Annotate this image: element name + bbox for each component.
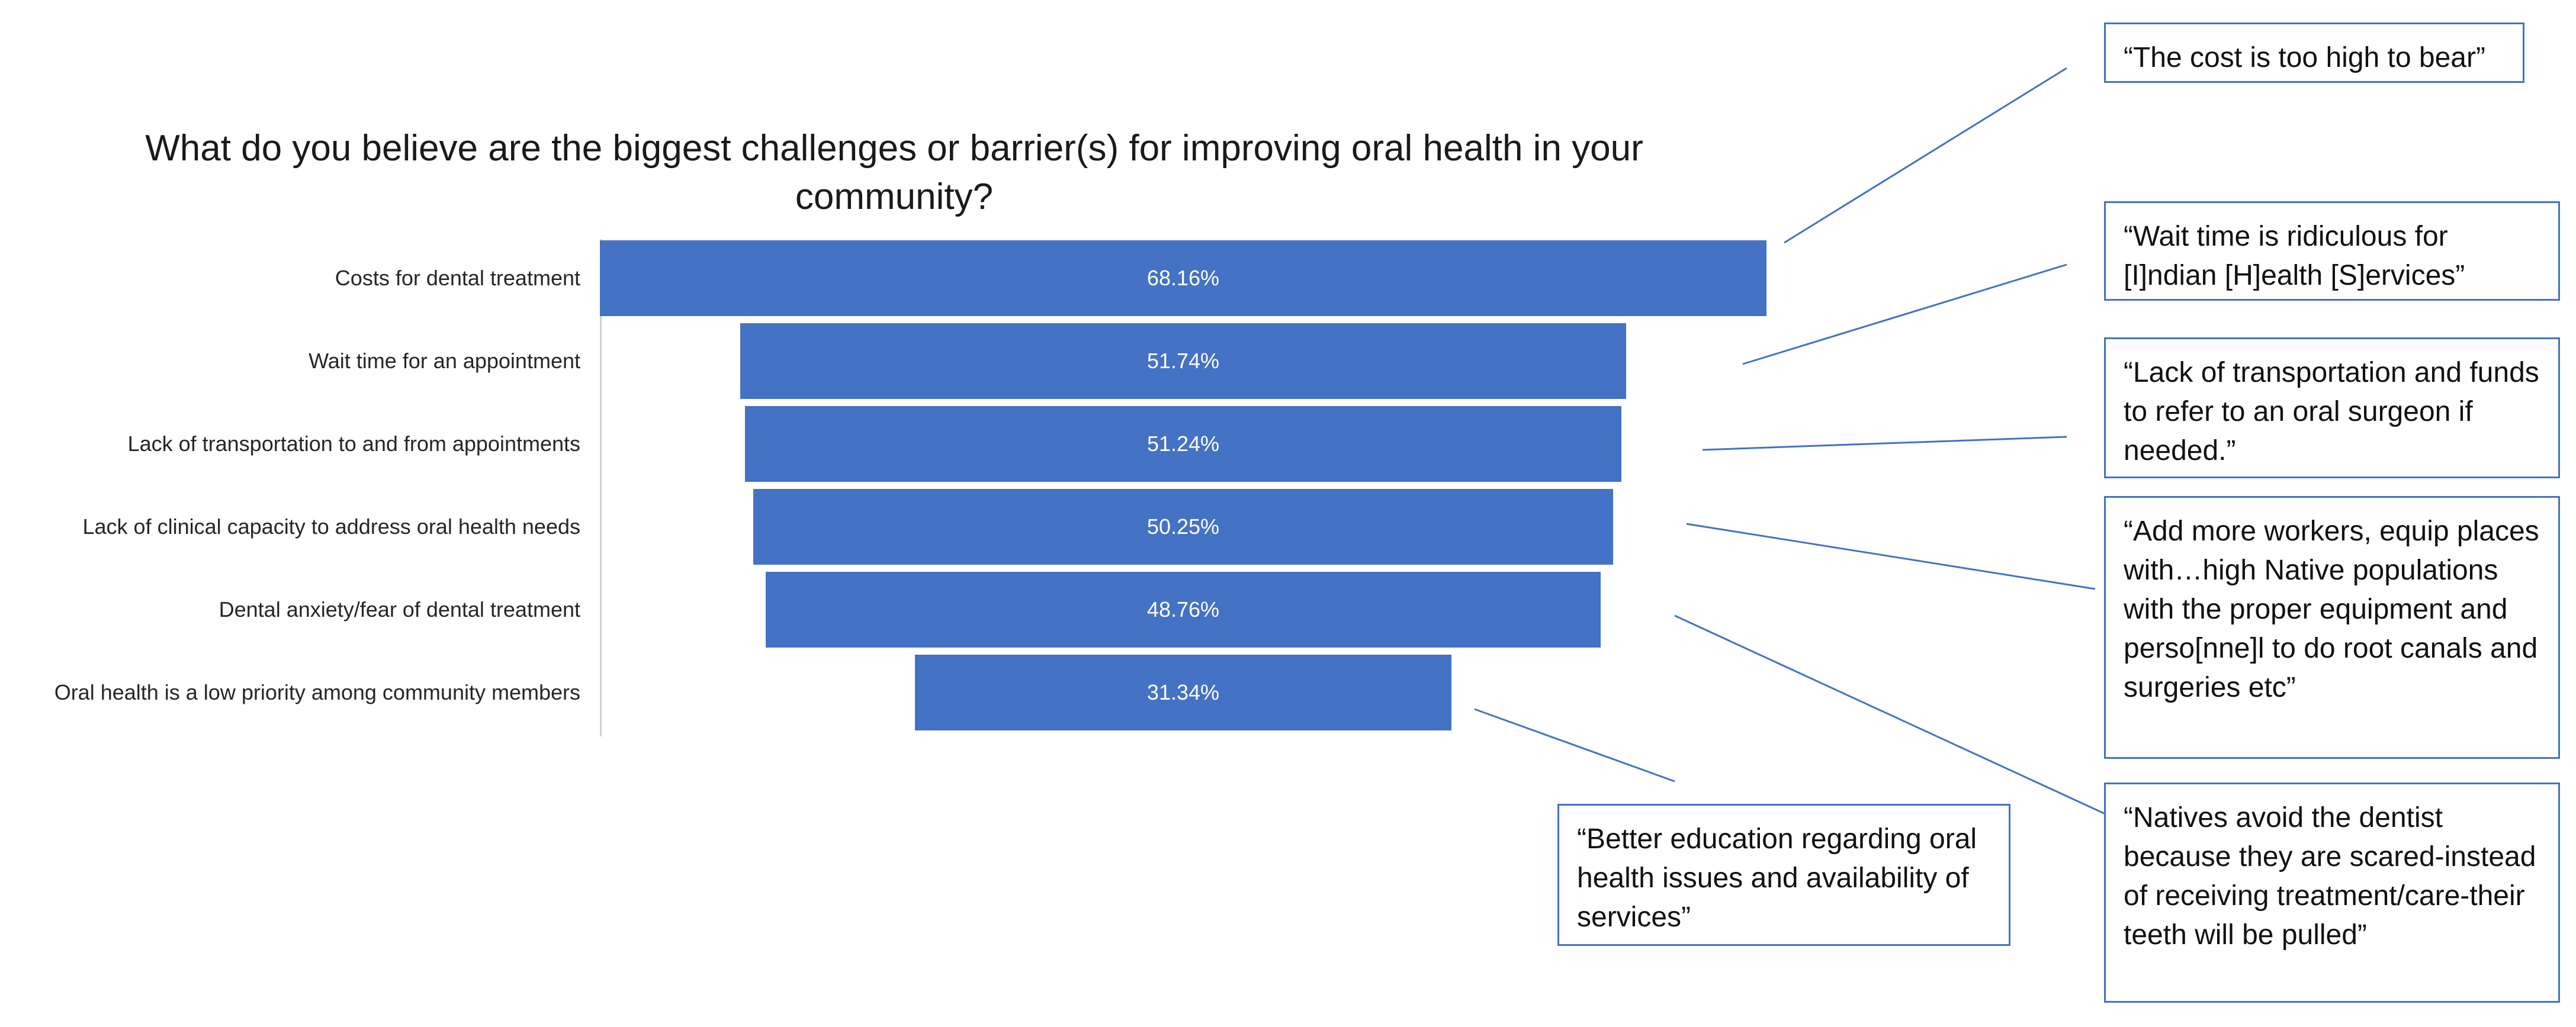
category-label: Lack of transportation to and from appoi… (127, 432, 580, 456)
funnel-bar: 51.24% (744, 406, 1622, 482)
chart-title: What do you believe are the biggest chal… (145, 128, 1643, 217)
connector-line (1474, 708, 1675, 783)
funnel-bar: 68.16% (600, 240, 1766, 316)
quote-text: “Wait time is ridiculous for [I]ndian [H… (2124, 221, 2465, 291)
connector-line (1784, 67, 2067, 244)
category-axis-line (600, 239, 602, 736)
quote-box-cost: “The cost is too high to bear” (2104, 22, 2524, 83)
connector-line (1702, 436, 2067, 451)
funnel-bar: 51.74% (740, 323, 1626, 399)
quote-box-workers: “Add more workers, equip places with…hig… (2104, 496, 2560, 759)
quote-box-transportation: “Lack of transportation and funds to ref… (2104, 337, 2560, 478)
category-label: Costs for dental treatment (335, 266, 580, 290)
quote-text: “Add more workers, equip places with…hig… (2124, 516, 2539, 703)
quote-text: “Better education regarding oral health … (1577, 823, 1977, 933)
funnel-bar: 31.34% (915, 655, 1451, 730)
quote-box-anxiety: “Natives avoid the dentist because they … (2104, 783, 2560, 1003)
funnel-bar: 50.25% (753, 489, 1614, 565)
quote-text: “Lack of transportation and funds to ref… (2124, 357, 2539, 466)
category-label: Wait time for an appointment (309, 349, 580, 373)
connector-line (1686, 523, 2096, 590)
quote-box-wait-time: “Wait time is ridiculous for [I]ndian [H… (2104, 201, 2560, 301)
connector-line (1674, 614, 2106, 815)
category-label: Oral health is a low priority among comm… (54, 680, 580, 704)
category-label: Dental anxiety/fear of dental treatment (219, 597, 580, 622)
data-label: 50.25% (1146, 514, 1220, 539)
data-label: 51.24% (1146, 432, 1220, 456)
data-label: 68.16% (1146, 266, 1220, 290)
quote-box-education: “Better education regarding oral health … (1557, 804, 2010, 946)
data-label: 51.74% (1146, 349, 1220, 373)
connector-line (1742, 263, 2067, 365)
quote-text: “The cost is too high to bear” (2124, 42, 2485, 73)
category-label: Lack of clinical capacity to address ora… (82, 514, 580, 539)
funnel-bar: 48.76% (766, 572, 1601, 648)
quote-text: “Natives avoid the dentist because they … (2124, 802, 2536, 951)
data-label: 31.34% (1146, 680, 1220, 704)
data-label: 48.76% (1146, 597, 1220, 622)
